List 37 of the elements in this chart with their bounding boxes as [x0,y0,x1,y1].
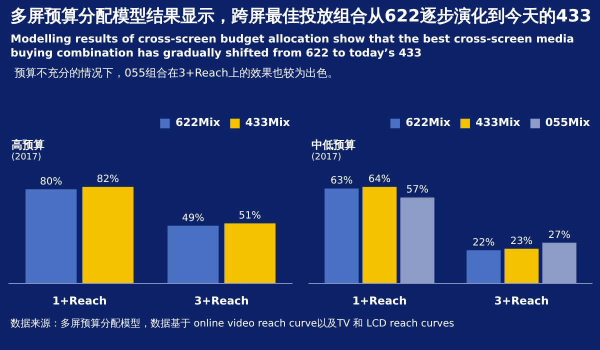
data-label: 51% [238,210,262,222]
bar [324,188,359,284]
chart-title: 高预算 [11,138,44,152]
data-label: 23% [510,236,533,247]
bar [168,226,219,284]
text: 预算不充分的情况下，055组合在3+Reach上的效果也较为出色。 [14,66,338,80]
legend-label: 055Mix [545,116,590,129]
bar [466,250,501,284]
source-note: 数据来源：多屏预算分配模型，数据基于 online video reach curve以及TV 和 LCD reach curves [10,318,454,330]
legend-label: 433Mix [475,116,520,129]
data-label: 80% [40,176,62,188]
data-label: 64% [368,174,391,185]
bar [362,186,397,284]
data-label: 57% [406,184,428,196]
data-label: 27% [548,230,570,241]
data-label: 49% [182,212,204,224]
bar [82,186,134,284]
x-tick-label: 1+Reach [52,294,107,308]
data-label: 63% [330,175,353,186]
text: Modelling results of cross-screen budget allocation show that the best cross-screen media buying combination has gradually shifted from 622 to today’s 433 [10,32,574,60]
legend-label: 622Mix [406,116,450,129]
bar [26,189,77,284]
x-tick-label: 3+Reach [194,294,249,308]
bar [504,248,539,284]
data-label: 82% [96,174,120,185]
legend-label: 433Mix [245,116,290,129]
chart-subtitle: (2017) [311,152,342,162]
bar [400,197,434,284]
x-tick-label: 1+Reach [352,294,407,308]
legend-label: 622Mix [175,116,220,129]
bar [542,242,576,284]
text: 多屏预算分配模型结果显示，跨屏最佳投放组合从622逐步演化到今天的433 [10,6,592,26]
chart-subtitle: (2017) [11,152,42,162]
data-label: 22% [472,237,495,248]
x-tick-label: 3+Reach [494,294,549,308]
bar [224,223,276,284]
chart-title: 中低预算 [311,138,356,152]
